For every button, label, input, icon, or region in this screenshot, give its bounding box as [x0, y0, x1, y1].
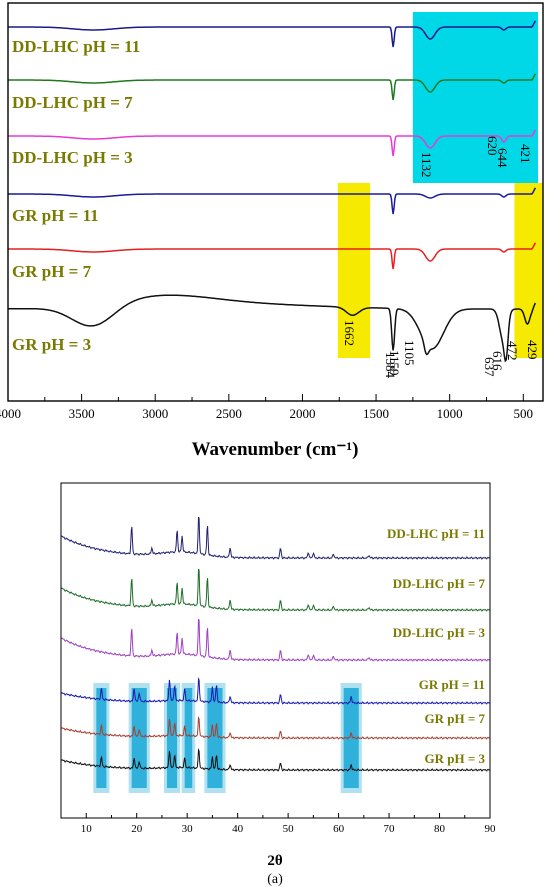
- ftir-highlight-band: [337, 183, 371, 358]
- ftir-peak-annotation: 472: [505, 341, 520, 361]
- xrd-highlight-band: [96, 688, 107, 788]
- xrd-series-label: DD-LHC pH = 7: [393, 576, 486, 591]
- ftir-peak-annotation: 616: [490, 351, 505, 371]
- xrd-tick-label: 80: [434, 823, 446, 835]
- xrd-panel: 10 20 30 40 50 60 70 80 90 DD-LHC pH = 11 DD-LHC …: [60, 482, 497, 869]
- ftir-series-label: GR pH = 11: [12, 206, 99, 225]
- xrd-highlight-band: [166, 688, 178, 788]
- xrd-series-label: DD-LHC pH = 11: [387, 526, 485, 541]
- ftir-series-line: [8, 294, 537, 363]
- ftir-series-label: GR pH = 3: [12, 335, 91, 354]
- ftir-tick-label: 3000: [142, 406, 168, 421]
- xrd-series-line: [60, 516, 491, 560]
- ftir-peak-annotation: 1105: [402, 340, 417, 366]
- xrd-tick-label: 90: [485, 823, 497, 835]
- ftir-tick-label: 1000: [437, 406, 463, 421]
- ftir-tick-label: 3500: [69, 406, 95, 421]
- ftir-series-line: [8, 242, 537, 270]
- xrd-tick-label: 20: [131, 823, 143, 835]
- ftir-series-label: GR pH = 7: [12, 262, 92, 281]
- ftir-tick-label: 2500: [216, 406, 242, 421]
- ftir-tick-label: 500: [514, 406, 534, 421]
- xrd-tick-label: 30: [182, 823, 194, 835]
- xrd-series-line: [60, 747, 491, 772]
- ftir-peak-annotation: 421: [518, 144, 533, 164]
- xrd-series-label: GR pH = 11: [419, 677, 485, 692]
- xrd-series-line: [60, 568, 491, 612]
- ftir-highlight-band: [514, 183, 543, 358]
- ftir-series-line: [8, 187, 537, 215]
- ftir-series-label: DD-LHC pH = 7: [12, 93, 133, 112]
- ftir-peak-annotation: 1159: [387, 350, 402, 376]
- ftir-peak-annotation: 429: [525, 340, 540, 360]
- xrd-highlight-band: [131, 688, 147, 788]
- xrd-tick-label: 60: [333, 823, 345, 835]
- xrd-series-line: [60, 715, 491, 740]
- ftir-series-line: [8, 73, 537, 101]
- ftir-highlight-band: [412, 12, 538, 183]
- ftir-peak-annotation: 644: [495, 148, 510, 168]
- xrd-series-line: [60, 618, 491, 662]
- xrd-highlight-band: [184, 688, 193, 788]
- ftir-frame: [7, 2, 544, 402]
- ftir-series-label: DD-LHC pH = 11: [12, 37, 140, 56]
- ftir-peak-annotation: 620: [485, 136, 500, 156]
- xrd-tick-label: 70: [384, 823, 396, 835]
- ftir-peak-annotation: 1384: [383, 352, 398, 379]
- xrd-x-axis-label: 2θ: [267, 853, 283, 869]
- ftir-peak-annotation: 1662: [342, 320, 357, 346]
- ftir-panel: 4000 3500 3000 2500 2000 1500 1000 500 DD-LHC p…: [0, 2, 544, 460]
- ftir-x-axis-label: Wavenumber (cm⁻¹): [192, 439, 359, 460]
- ftir-series-line: [8, 20, 537, 48]
- xrd-series-label: GR pH = 7: [425, 711, 486, 726]
- xrd-series-label: DD-LHC pH = 3: [393, 625, 486, 640]
- ftir-tick-label: 1500: [363, 406, 389, 421]
- ftir-tick-label: 4000: [0, 406, 21, 421]
- ftir-peak-annotation: 637: [482, 357, 497, 377]
- xrd-frame: [60, 482, 491, 819]
- xrd-tick-label: 50: [283, 823, 295, 835]
- ftir-peak-annotation: 1132: [419, 152, 434, 178]
- xrd-highlight-band: [343, 688, 359, 788]
- ftir-series-label: DD-LHC pH = 3: [12, 148, 133, 167]
- xrd-tick-label: 40: [232, 823, 244, 835]
- xrd-series-line: [60, 677, 491, 705]
- xrd-tick-label: 10: [81, 823, 93, 835]
- xrd-series-label: GR pH = 3: [425, 751, 486, 766]
- ftir-series-line: [8, 129, 537, 157]
- figure-caption: (a): [267, 872, 283, 887]
- ftir-tick-label: 2000: [289, 406, 315, 421]
